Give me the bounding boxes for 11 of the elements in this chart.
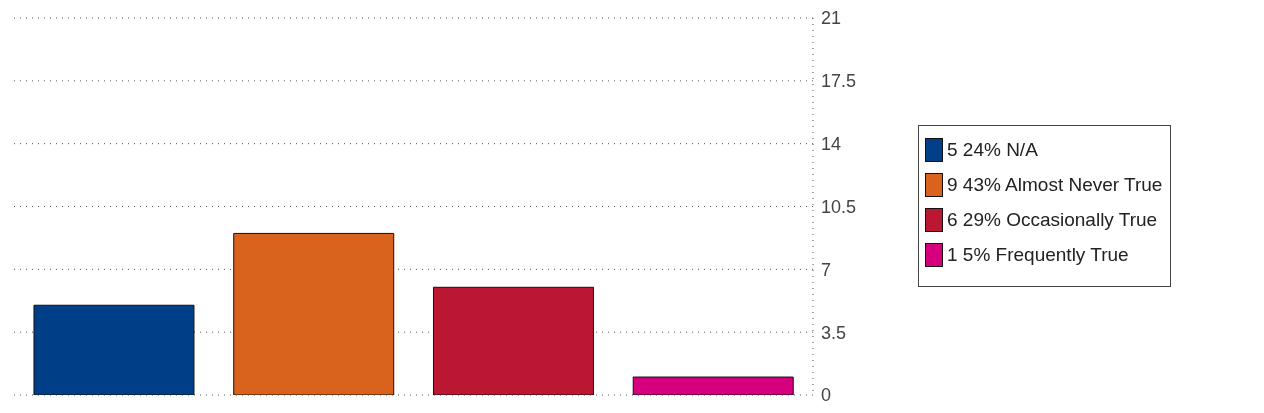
y-tick-label: 0 xyxy=(821,385,832,406)
legend-label: 5 24% N/A xyxy=(947,138,1038,161)
y-tick-label: 10.5 xyxy=(821,196,857,217)
legend-label: 1 5% Frequently True xyxy=(947,243,1129,266)
legend-label: 9 43% Almost Never True xyxy=(947,173,1163,196)
legend-label: 6 29% Occasionally True xyxy=(947,208,1158,231)
y-tick-label: 3.5 xyxy=(821,322,847,343)
y-tick-label: 14 xyxy=(821,134,842,155)
y-tick-label: 7 xyxy=(821,259,832,280)
y-tick-label: 17.5 xyxy=(821,71,857,92)
y-tick-label: 21 xyxy=(821,8,842,29)
